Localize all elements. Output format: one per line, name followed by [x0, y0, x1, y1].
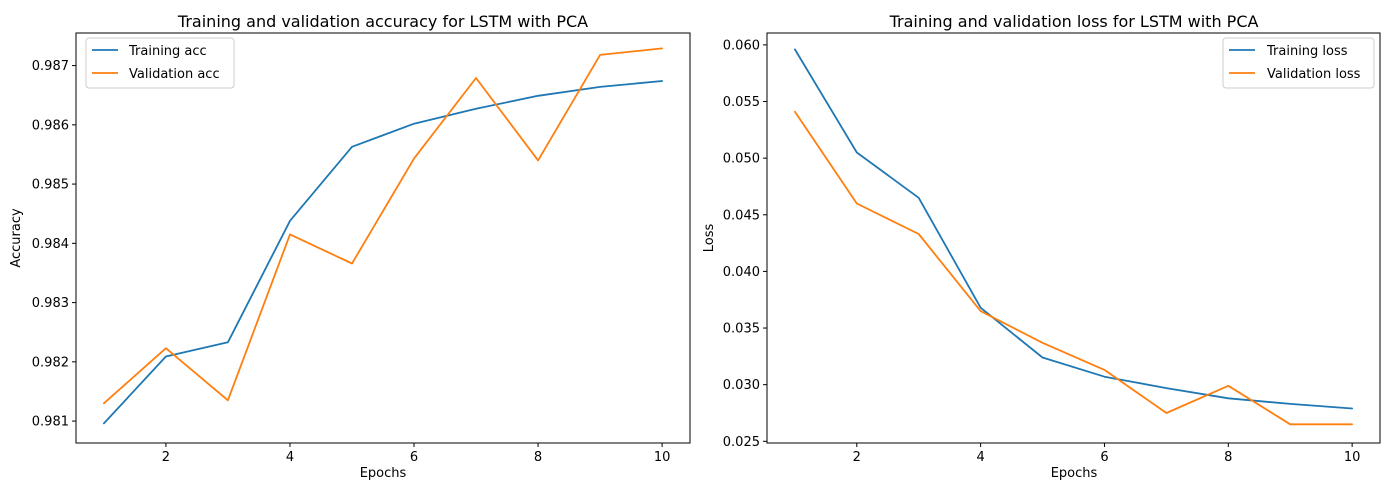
x-tick-label: 6: [410, 450, 418, 465]
plot-area: [75, 32, 691, 444]
x-axis-label: Epochs: [1051, 466, 1098, 481]
y-tick-label: 0.985: [32, 178, 69, 193]
y-tick-label: 0.035: [723, 322, 760, 337]
x-axis: 2 4 6 8 10: [162, 443, 671, 465]
legend-label-training: Training loss: [1266, 44, 1348, 59]
x-tick-label: 10: [654, 450, 671, 465]
y-tick-label: 0.987: [32, 59, 69, 74]
accuracy-chart: Training and validation accuracy for LST…: [9, 12, 691, 481]
loss-chart: Training and validation loss for LSTM wi…: [702, 12, 1381, 481]
chart-title: Training and validation accuracy for LST…: [177, 12, 588, 31]
y-tick-label: 0.982: [32, 355, 69, 370]
x-tick-label: 6: [1100, 450, 1108, 465]
x-tick-label: 2: [853, 450, 861, 465]
y-axis: 0.981 0.982 0.983 0.984 0.985 0.986 0.987: [32, 59, 76, 430]
x-tick-label: 8: [1224, 450, 1232, 465]
chart-title: Training and validation loss for LSTM wi…: [889, 12, 1259, 31]
y-tick-label: 0.060: [723, 38, 760, 53]
legend-box: [1222, 37, 1375, 89]
validation-series-line: [794, 110, 1353, 426]
x-tick-label: 8: [534, 450, 542, 465]
training-series-line: [794, 48, 1353, 410]
y-axis-label: Loss: [702, 224, 717, 253]
x-tick-label: 2: [162, 450, 170, 465]
y-tick-label: 0.981: [32, 415, 69, 430]
legend-label-validation: Validation loss: [1267, 67, 1361, 82]
x-axis-label: Epochs: [360, 466, 407, 481]
legend-box: [85, 37, 235, 89]
x-tick-label: 10: [1344, 450, 1361, 465]
x-tick-label: 4: [976, 450, 984, 465]
y-tick-label: 0.050: [723, 152, 760, 167]
legend: Training acc Validation acc: [85, 37, 235, 89]
plot-area: [766, 32, 1381, 444]
y-axis: 0.025 0.030 0.035 0.040 0.045 0.050 0.055 0.060: [723, 38, 767, 450]
legend: Training loss Validation loss: [1222, 37, 1375, 89]
y-tick-label: 0.045: [723, 208, 760, 223]
x-axis: 2 4 6 8 10: [853, 443, 1361, 465]
y-tick-label: 0.040: [723, 265, 760, 280]
validation-series-line: [103, 47, 663, 405]
series-lines: [794, 48, 1353, 426]
x-tick-label: 4: [286, 450, 294, 465]
y-tick-label: 0.984: [32, 237, 69, 252]
y-axis-label: Accuracy: [9, 208, 24, 268]
y-tick-label: 0.025: [723, 435, 760, 450]
legend-label-training: Training acc: [128, 44, 207, 59]
y-tick-label: 0.983: [32, 296, 69, 311]
y-tick-label: 0.986: [32, 118, 69, 133]
y-tick-label: 0.030: [723, 378, 760, 393]
legend-label-validation: Validation acc: [129, 67, 220, 82]
series-lines: [103, 47, 663, 425]
training-series-line: [103, 80, 663, 425]
y-tick-label: 0.055: [723, 95, 760, 110]
